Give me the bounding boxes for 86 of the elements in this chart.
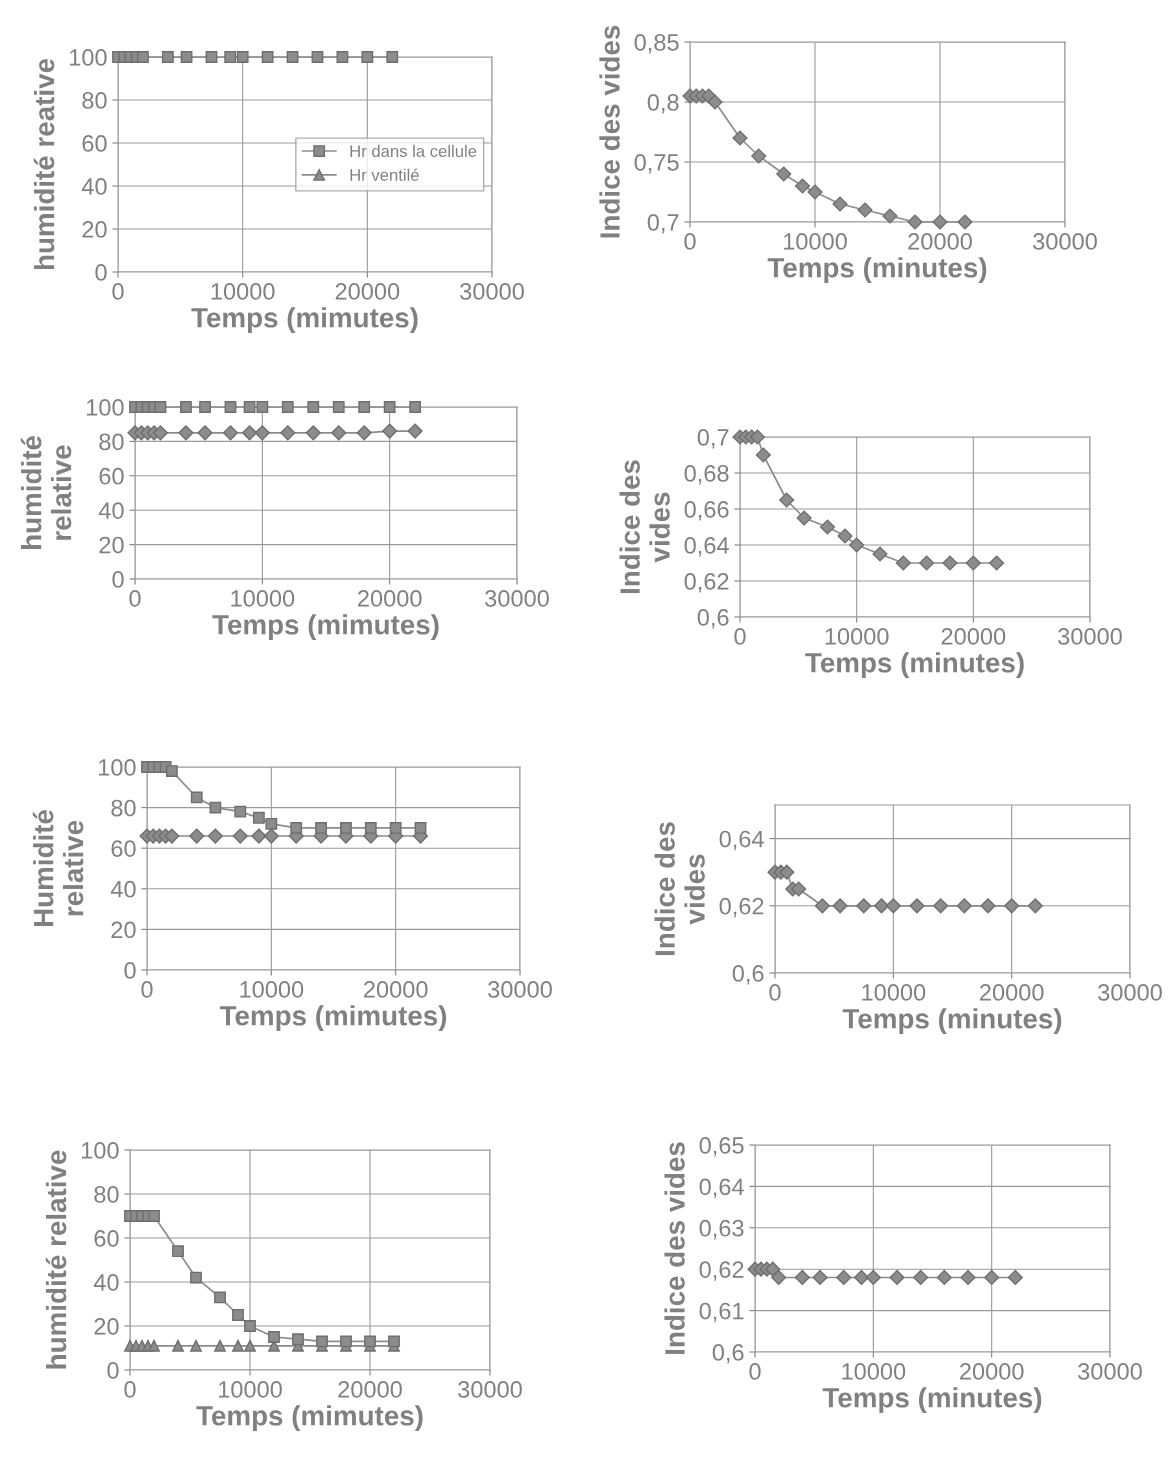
x-tick-label: 20000 xyxy=(335,283,400,300)
y-axis-title: Indice des vides xyxy=(619,460,670,594)
y-tick-label: 40 xyxy=(110,880,136,898)
y-axis-title: Indice des vides xyxy=(599,25,620,238)
x-tick-label: 10000 xyxy=(211,283,275,300)
y-tick-label: 0 xyxy=(112,571,124,588)
y-tick-label: 80 xyxy=(82,92,107,109)
x-tick-label: 10000 xyxy=(218,1381,282,1398)
y-axis-title: Humidité relative xyxy=(32,810,84,927)
y-tick-label: 0,85 xyxy=(634,34,679,54)
x-tick-label: 20000 xyxy=(358,590,422,607)
x-tick-label: 30000 xyxy=(1098,984,1162,1001)
y-tick-label: 0,8 xyxy=(647,94,679,114)
x-tick-label: 10000 xyxy=(842,1363,906,1380)
x-axis-title: Temps (minutes) xyxy=(822,1387,1042,1414)
x-tick-label: 30000 xyxy=(460,283,524,300)
x-tick-label: 10000 xyxy=(862,984,926,1001)
y-tick-label: 0 xyxy=(95,264,107,281)
y-axis-title: humidité reative xyxy=(33,58,55,270)
x-tick-label: 20000 xyxy=(941,628,1006,645)
y-axis-title: humidité relative xyxy=(20,436,72,549)
y-tick-label: 0,68 xyxy=(684,465,729,485)
y-tick-label: 40 xyxy=(81,178,107,195)
y-tick-label: 60 xyxy=(94,1230,119,1247)
y-tick-label: 60 xyxy=(111,840,136,857)
x-tick-label: 20000 xyxy=(980,984,1044,1001)
y-tick-label: 100 xyxy=(98,759,136,776)
y-tick-label: 100 xyxy=(69,49,107,66)
y-axis-title: humidité relative xyxy=(45,1150,67,1369)
x-tick-label: 30000 xyxy=(1058,628,1122,645)
legend-label: Hr dans la cellule xyxy=(350,144,477,158)
y-axis-title: Indice des vides xyxy=(654,822,705,956)
y-tick-label: 80 xyxy=(99,433,124,451)
x-axis-title: Temps (mimutes) xyxy=(191,307,418,334)
legend-label: Hr ventilé xyxy=(350,168,419,181)
y-tick-label: 40 xyxy=(93,1274,119,1291)
x-tick-label: 10000 xyxy=(783,233,847,250)
x-tick-label: 30000 xyxy=(485,590,549,607)
y-tick-label: 0 xyxy=(124,962,136,979)
y-tick-label: 0,6 xyxy=(732,965,764,985)
y-axis-title: Indice des vides xyxy=(664,1142,685,1354)
y-tick-label: 0,66 xyxy=(684,501,729,521)
y-tick-label: 0,64 xyxy=(719,830,764,851)
y-tick-label: 0,7 xyxy=(647,214,679,234)
y-tick-label: 80 xyxy=(94,1186,119,1203)
x-tick-label: 20000 xyxy=(364,981,428,998)
y-tick-label: 100 xyxy=(81,1142,119,1159)
x-axis-title: Temps (mimutes) xyxy=(196,1405,423,1432)
x-tick-label: 20000 xyxy=(908,233,972,250)
y-tick-label: 0,64 xyxy=(699,1178,744,1198)
y-tick-label: 0,62 xyxy=(699,1261,744,1281)
x-tick-label: 0 xyxy=(141,981,153,998)
y-tick-label: 0,62 xyxy=(719,897,764,918)
x-axis-title: Temps (minutes) xyxy=(767,257,987,284)
x-tick-label: 30000 xyxy=(488,981,552,998)
x-tick-label: 10000 xyxy=(240,981,304,998)
y-tick-label: 60 xyxy=(82,135,107,152)
y-tick-label: 0,61 xyxy=(699,1302,744,1323)
y-tick-label: 60 xyxy=(99,467,124,485)
x-tick-label: 30000 xyxy=(458,1381,522,1398)
y-tick-label: 20 xyxy=(82,221,107,238)
y-tick-label: 0,65 xyxy=(699,1137,744,1157)
x-axis-title: Temps (mimutes) xyxy=(219,1005,447,1032)
x-tick-label: 20000 xyxy=(338,1381,402,1398)
y-tick-label: 0,7 xyxy=(697,429,729,449)
y-tick-label: 40 xyxy=(98,502,124,519)
x-tick-label: 30000 xyxy=(1033,233,1097,250)
x-axis-title: Temps (minutes) xyxy=(805,652,1024,679)
y-tick-label: 0,64 xyxy=(684,537,729,557)
y-tick-label: 20 xyxy=(111,921,136,939)
y-tick-label: 0,6 xyxy=(697,609,729,629)
y-tick-label: 20 xyxy=(99,536,124,554)
x-tick-label: 0 xyxy=(769,984,781,1001)
y-tick-label: 0,63 xyxy=(699,1219,744,1240)
x-tick-label: 20000 xyxy=(960,1363,1024,1380)
y-tick-label: 100 xyxy=(86,399,124,416)
y-tick-label: 80 xyxy=(111,799,136,817)
x-axis-title: Temps (minutes) xyxy=(842,1008,1062,1035)
x-tick-label: 30000 xyxy=(1078,1363,1142,1380)
y-tick-label: 0,62 xyxy=(684,573,729,593)
y-tick-label: 0,75 xyxy=(634,154,679,174)
x-tick-label: 10000 xyxy=(231,590,295,607)
x-axis-title: Temps (mimutes) xyxy=(212,614,439,641)
x-tick-label: 10000 xyxy=(825,628,889,645)
y-tick-label: 0,6 xyxy=(712,1344,744,1364)
y-tick-label: 20 xyxy=(94,1318,119,1335)
